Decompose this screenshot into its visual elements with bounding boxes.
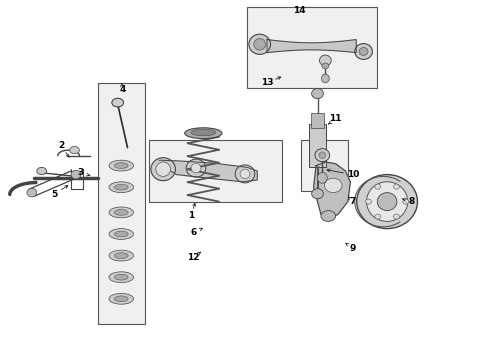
Ellipse shape [315,149,330,162]
Polygon shape [267,40,356,53]
Ellipse shape [357,175,417,229]
Ellipse shape [115,231,128,237]
Ellipse shape [235,165,255,183]
Ellipse shape [321,74,329,83]
Text: 12: 12 [187,253,200,262]
Bar [309,124,326,167]
Ellipse shape [375,184,381,189]
Text: 5: 5 [51,190,57,199]
Ellipse shape [186,159,206,177]
Ellipse shape [254,39,266,50]
Ellipse shape [319,55,331,66]
Ellipse shape [115,274,128,280]
Ellipse shape [115,163,128,168]
Text: 2: 2 [58,141,64,150]
Ellipse shape [109,250,133,261]
Text: 10: 10 [346,170,359,179]
Ellipse shape [156,162,171,176]
Ellipse shape [324,178,342,193]
Ellipse shape [375,214,381,219]
Ellipse shape [115,184,128,190]
Text: 7: 7 [349,197,356,206]
Ellipse shape [403,199,409,204]
Text: 11: 11 [329,114,342,123]
Text: 8: 8 [409,197,415,206]
Ellipse shape [366,199,371,204]
Ellipse shape [322,63,329,69]
Ellipse shape [240,169,250,179]
Polygon shape [314,162,350,220]
Ellipse shape [393,214,399,219]
Text: 13: 13 [261,78,273,87]
Ellipse shape [151,158,175,181]
Ellipse shape [377,193,397,211]
Polygon shape [159,160,257,182]
Ellipse shape [319,152,326,158]
Bar [247,7,377,88]
Ellipse shape [359,48,368,55]
Ellipse shape [191,163,201,173]
Ellipse shape [109,160,133,171]
Ellipse shape [109,272,133,283]
Bar [311,113,324,128]
Ellipse shape [191,129,216,136]
Ellipse shape [70,147,79,154]
Ellipse shape [185,128,222,139]
Ellipse shape [71,170,81,179]
Text: 14: 14 [293,6,305,15]
Bar [149,140,282,202]
Ellipse shape [393,184,399,189]
Ellipse shape [115,296,128,302]
Ellipse shape [27,188,37,197]
Bar [98,83,145,324]
Ellipse shape [355,44,372,59]
Ellipse shape [312,189,323,199]
Text: 1: 1 [188,211,194,220]
Ellipse shape [312,89,323,99]
Ellipse shape [37,167,47,175]
Bar [301,140,348,191]
Text: 6: 6 [191,228,196,237]
Ellipse shape [367,182,408,221]
Text: 9: 9 [349,244,356,253]
Ellipse shape [249,34,270,54]
Ellipse shape [115,210,128,215]
Ellipse shape [112,98,123,107]
Ellipse shape [109,182,133,193]
Ellipse shape [321,211,336,221]
Text: 3: 3 [78,168,84,177]
Ellipse shape [109,229,133,239]
Ellipse shape [115,253,128,258]
Ellipse shape [109,207,133,218]
Ellipse shape [318,172,327,183]
Text: 4: 4 [119,85,126,94]
Ellipse shape [109,293,133,304]
